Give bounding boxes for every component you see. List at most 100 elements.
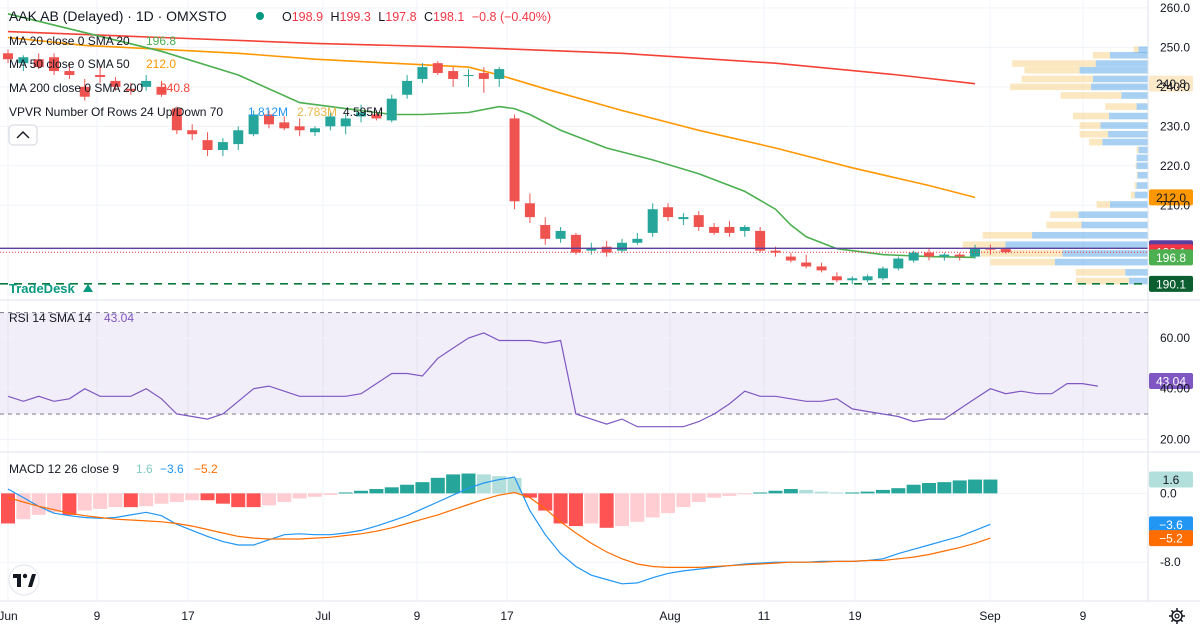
ma50-axis-tag: 212.0 <box>1156 191 1186 205</box>
candle <box>18 55 29 72</box>
candle-body <box>755 230 766 251</box>
candle-body <box>371 114 382 119</box>
macd-histogram-bar <box>968 479 983 494</box>
candle-body <box>478 73 489 79</box>
macd-histogram-bar <box>323 493 338 496</box>
candle <box>33 53 44 70</box>
vpvr-legend-down: 2.783M <box>297 105 337 119</box>
candle <box>463 69 474 87</box>
tradingview-logo[interactable] <box>8 564 40 596</box>
macd-tick-label: -8.0 <box>1160 555 1181 569</box>
candle <box>893 256 904 271</box>
candle <box>156 80 167 97</box>
candle <box>432 61 443 75</box>
candle <box>233 126 244 150</box>
macd-histogram-bar <box>1 493 15 524</box>
ma50-legend-label[interactable]: MA 50 close 0 SMA 50 <box>9 57 130 71</box>
ma50-legend-value: 212.0 <box>146 57 176 71</box>
macd-histogram-bar <box>599 493 614 528</box>
vpvr-legend-label[interactable]: VPVR Number Of Rows 24 Up/Down 70 <box>9 105 223 119</box>
triangle-up-icon <box>83 284 93 292</box>
settings-gear-icon[interactable] <box>1169 608 1185 624</box>
vpvr-bar-up <box>1129 277 1148 285</box>
vpvr-bar-up <box>1108 130 1148 138</box>
candle <box>524 193 535 224</box>
candle-body <box>110 80 121 87</box>
vpvr-bar-up <box>1095 60 1148 67</box>
ma200-legend-value: 240.8 <box>160 81 190 95</box>
vpvr-bar-up <box>1079 66 1148 74</box>
candle-body <box>417 67 428 79</box>
candle <box>785 252 796 263</box>
candle <box>555 226 566 243</box>
macd-histogram-bar <box>707 493 722 498</box>
candle <box>908 250 919 263</box>
ma20-legend-label[interactable]: MA 20 close 0 SMA 20 <box>9 34 130 48</box>
macd-histogram-bar <box>231 493 246 508</box>
candle-body <box>617 242 627 251</box>
candle-body <box>739 226 750 231</box>
candle-body <box>217 142 228 150</box>
candle <box>217 138 228 156</box>
macd-histogram-bar <box>185 493 200 501</box>
candle-body <box>954 254 965 257</box>
macd-legend-signal: −5.2 <box>194 462 218 476</box>
macd-histogram-bar <box>983 479 998 494</box>
candle <box>279 116 290 131</box>
vpvr-bar-up <box>1091 83 1148 91</box>
macd-histogram-bar <box>722 493 737 496</box>
macd-legend-hist: 1.6 <box>136 462 153 476</box>
candle <box>739 225 750 237</box>
candle-body <box>924 252 934 257</box>
candle <box>402 75 413 99</box>
candle-body <box>49 57 60 72</box>
candle <box>448 67 459 87</box>
candle <box>693 211 704 231</box>
candle <box>570 232 581 255</box>
rsi-tick-label: 40.00 <box>1160 382 1190 396</box>
candle <box>248 110 259 137</box>
symbol-title[interactable]: AAK AB (Delayed) · 1D · OMXSTO <box>9 8 227 24</box>
candle-body <box>862 276 873 281</box>
signal-axis-tag: −5.2 <box>1159 532 1183 546</box>
candle <box>356 104 367 123</box>
candle <box>862 274 873 283</box>
candle-body <box>325 116 336 127</box>
macd-histogram-bar <box>139 493 154 507</box>
collapse-legend-button[interactable] <box>8 124 38 146</box>
candle-body <box>141 80 152 87</box>
macd-histogram-bar <box>522 493 537 498</box>
candle <box>709 223 720 235</box>
time-axis[interactable]: Jun 9 17 Jul 9 17 Aug 11 19 Sep 9 <box>0 609 1087 623</box>
vpvr-bar-down <box>1105 103 1137 110</box>
market-status-icon <box>256 12 264 20</box>
vpvr-bar-up <box>1110 51 1148 59</box>
ma20-line <box>7 13 976 259</box>
vpvr-bar-up <box>1062 250 1148 257</box>
candle-body <box>770 250 781 253</box>
macd-histogram-bar <box>47 493 62 513</box>
ma50-axis-tag-bg <box>1149 189 1193 206</box>
vpvr-bar-down <box>1060 92 1122 99</box>
price-axis[interactable]: 260.0 250.0 240.0 230.0 220.0 210.0 60.00 40.00… <box>1160 1 1190 569</box>
candle <box>877 266 888 281</box>
candle <box>494 67 505 87</box>
candle <box>187 124 198 141</box>
candle <box>985 244 996 255</box>
candle-body <box>463 75 474 76</box>
macd-histogram-bar <box>169 493 184 502</box>
macd-histogram-bar <box>829 492 844 494</box>
vpvr-bar-down <box>1021 75 1093 83</box>
rsi-pane: 43.04 <box>0 312 1193 440</box>
rsi-legend-label[interactable]: RSI 14 SMA 14 <box>9 311 91 325</box>
time-tick-label: 9 <box>414 609 421 623</box>
signal-axis-tag-bg <box>1149 530 1193 547</box>
ma200-legend-label[interactable]: MA 200 close 0 SMA 200 <box>9 81 143 95</box>
brand-label[interactable]: TradeDesk <box>9 281 76 296</box>
candle-body <box>893 258 904 269</box>
vpvr-bar-up <box>1100 122 1148 129</box>
candle <box>647 203 658 237</box>
macd-legend-label[interactable]: MACD 12 26 close 9 <box>9 462 119 476</box>
candle <box>49 53 60 75</box>
